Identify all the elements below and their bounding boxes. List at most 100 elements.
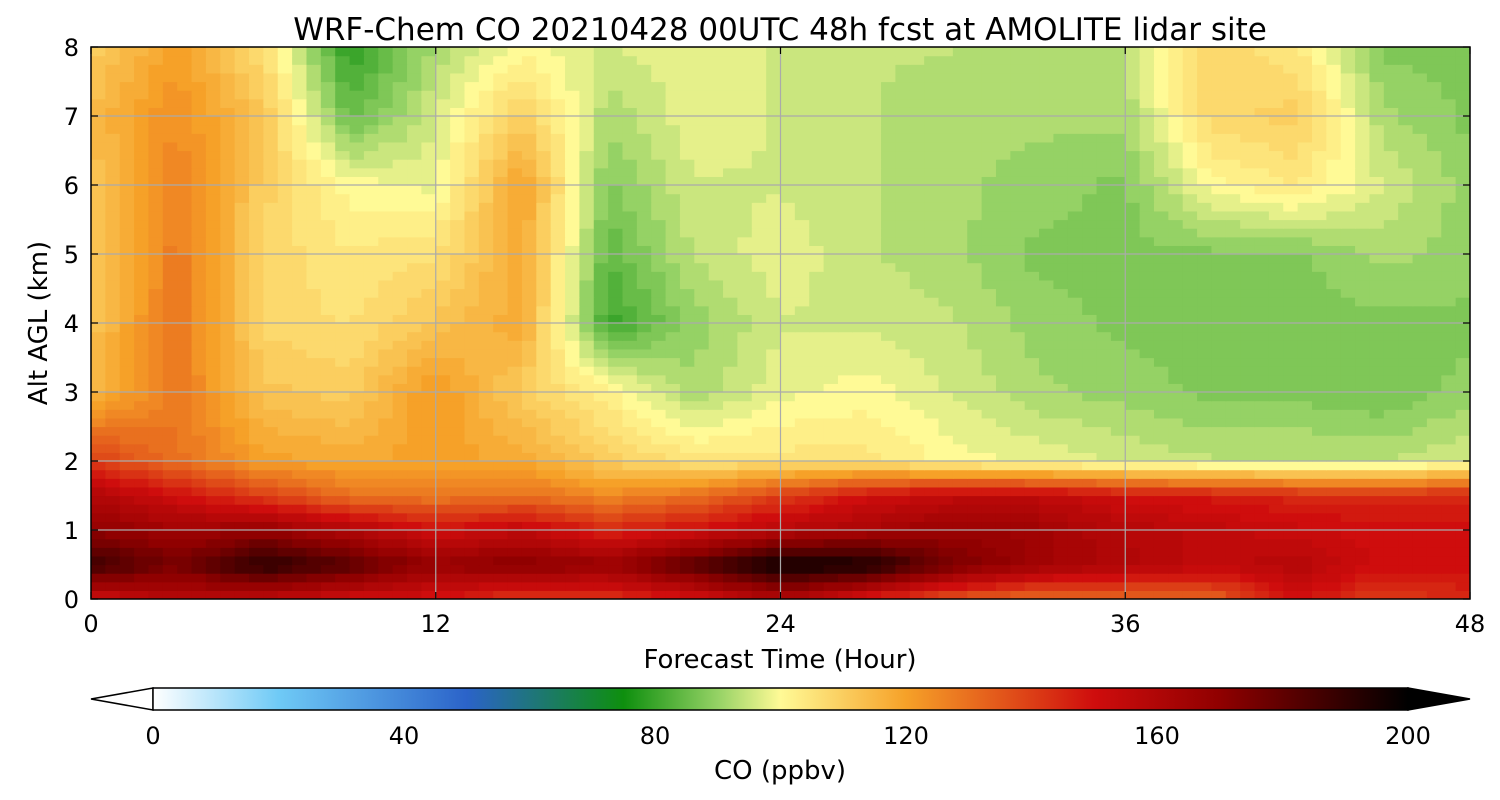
heatmap-cell bbox=[995, 357, 1011, 367]
heatmap-cell bbox=[1369, 383, 1385, 393]
heatmap-cell bbox=[995, 564, 1011, 574]
heatmap-cell bbox=[277, 150, 293, 160]
heatmap-cell bbox=[679, 590, 695, 599]
heatmap-cell bbox=[809, 435, 825, 445]
heatmap-cell bbox=[823, 305, 839, 315]
heatmap-cell bbox=[119, 581, 135, 591]
heatmap-cell bbox=[694, 443, 710, 453]
heatmap-cell bbox=[220, 555, 236, 566]
heatmap-cell bbox=[1211, 167, 1227, 177]
heatmap-cell bbox=[780, 564, 796, 574]
heatmap-cell bbox=[1182, 271, 1198, 281]
heatmap-cell bbox=[1053, 193, 1069, 203]
heatmap-cell bbox=[852, 573, 868, 583]
heatmap-cell bbox=[780, 555, 796, 566]
heatmap-cell bbox=[435, 297, 451, 307]
heatmap-cell bbox=[1139, 340, 1155, 350]
heatmap-cell bbox=[679, 374, 695, 384]
heatmap-cell bbox=[809, 452, 825, 462]
heatmap-cell bbox=[679, 348, 695, 359]
heatmap-cell bbox=[1110, 478, 1126, 488]
heatmap-cell bbox=[1383, 254, 1399, 264]
heatmap-cell bbox=[938, 297, 954, 307]
heatmap-cell bbox=[1412, 305, 1428, 315]
heatmap-cell bbox=[723, 469, 738, 479]
heatmap-cell bbox=[837, 504, 853, 514]
heatmap-cell bbox=[1225, 297, 1241, 307]
heatmap-cell bbox=[608, 159, 624, 169]
heatmap-cell bbox=[507, 357, 523, 367]
heatmap-cell bbox=[521, 185, 537, 195]
heatmap-cell bbox=[363, 219, 379, 229]
heatmap-cell bbox=[866, 159, 882, 169]
heatmap-cell bbox=[1369, 323, 1385, 333]
heatmap-cell bbox=[105, 236, 121, 246]
heatmap-cell bbox=[622, 236, 638, 246]
heatmap-cell bbox=[1240, 426, 1256, 436]
heatmap-cell bbox=[1139, 262, 1155, 272]
heatmap-cell bbox=[1441, 314, 1457, 324]
heatmap-cell bbox=[177, 176, 193, 186]
heatmap-cell bbox=[1096, 297, 1112, 307]
heatmap-cell bbox=[292, 288, 308, 298]
heatmap-cell bbox=[349, 504, 365, 514]
heatmap-cell bbox=[1369, 271, 1385, 281]
heatmap-cell bbox=[1240, 469, 1256, 479]
heatmap-cell bbox=[751, 305, 767, 315]
heatmap-cell bbox=[909, 504, 925, 514]
heatmap-cell bbox=[392, 176, 408, 186]
heatmap-cell bbox=[277, 573, 293, 583]
heatmap-cell bbox=[881, 581, 897, 591]
heatmap-cell bbox=[1412, 228, 1428, 238]
heatmap-cell bbox=[392, 521, 408, 531]
heatmap-cell bbox=[1326, 167, 1342, 177]
heatmap-cell bbox=[780, 443, 796, 453]
heatmap-cell bbox=[651, 392, 667, 402]
heatmap-cell bbox=[1369, 245, 1385, 255]
heatmap-cell bbox=[1383, 323, 1399, 333]
heatmap-cell bbox=[191, 383, 207, 393]
heatmap-cell bbox=[105, 478, 121, 488]
heatmap-cell bbox=[1426, 383, 1442, 393]
heatmap-cell bbox=[1355, 202, 1371, 212]
heatmap-cell bbox=[608, 219, 624, 229]
heatmap-cell bbox=[837, 486, 853, 497]
heatmap-cell bbox=[464, 495, 480, 505]
heatmap-cell bbox=[952, 392, 968, 402]
heatmap-cell bbox=[177, 555, 193, 566]
heatmap-cell bbox=[967, 262, 983, 272]
heatmap-cell bbox=[651, 193, 667, 203]
heatmap-cell bbox=[1311, 392, 1327, 402]
heatmap-cell bbox=[220, 521, 236, 531]
heatmap-cell bbox=[493, 478, 509, 488]
heatmap-cell bbox=[636, 193, 652, 203]
heatmap-cell bbox=[1311, 461, 1327, 471]
heatmap-cell bbox=[794, 185, 810, 195]
heatmap-cell bbox=[1455, 228, 1470, 238]
heatmap-cell bbox=[1268, 331, 1284, 341]
heatmap-cell bbox=[1125, 245, 1141, 255]
heatmap-cell bbox=[1254, 443, 1270, 453]
heatmap-cell bbox=[105, 202, 121, 212]
heatmap-cell bbox=[1297, 228, 1313, 238]
heatmap-cell bbox=[1182, 374, 1198, 384]
heatmap-cell bbox=[823, 469, 839, 479]
heatmap-cell bbox=[1039, 504, 1055, 514]
heatmap-cell bbox=[1383, 564, 1399, 574]
heatmap-cell bbox=[622, 150, 638, 160]
heatmap-cell bbox=[1355, 409, 1371, 419]
heatmap-cell bbox=[636, 236, 652, 246]
heatmap-cell bbox=[249, 288, 264, 298]
heatmap-cell bbox=[1398, 547, 1414, 557]
heatmap-cell bbox=[1283, 461, 1299, 471]
heatmap-cell bbox=[1254, 426, 1270, 436]
heatmap-cell bbox=[1297, 279, 1313, 290]
heatmap-cell bbox=[148, 228, 164, 238]
heatmap-cell bbox=[407, 486, 422, 497]
heatmap-cell bbox=[837, 461, 853, 471]
heatmap-cell bbox=[909, 443, 925, 453]
heatmap-cell bbox=[1110, 435, 1126, 445]
heatmap-cell bbox=[622, 314, 638, 324]
heatmap-cell bbox=[1197, 236, 1213, 246]
heatmap-cell bbox=[1398, 417, 1414, 428]
